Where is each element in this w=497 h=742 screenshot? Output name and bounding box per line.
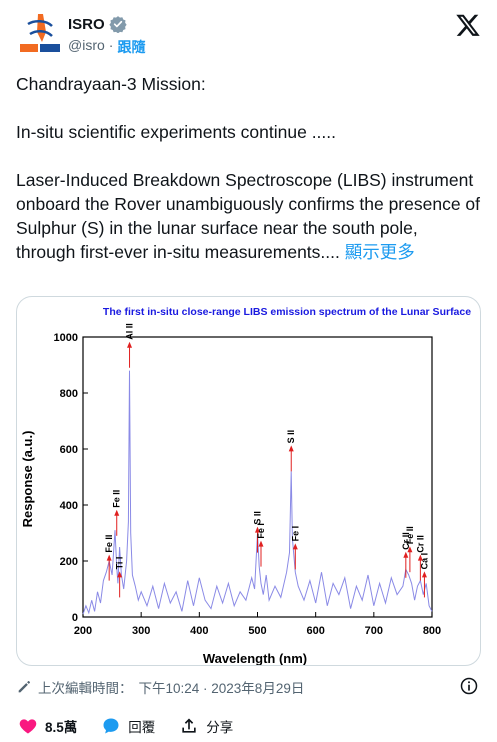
user-name[interactable]: ISRO bbox=[68, 15, 105, 33]
tweet-text: Chandrayaan-3 Mission: In-situ scientifi… bbox=[16, 72, 481, 264]
peak-label: Fe I bbox=[256, 523, 266, 539]
tweet-paragraph: In-situ scientific experiments continue … bbox=[16, 122, 336, 142]
y-axis-label: Response (a.u.) bbox=[20, 431, 35, 528]
peak-arrowhead bbox=[417, 554, 423, 561]
peak-label: Ti I bbox=[115, 557, 125, 570]
peak-arrowhead bbox=[407, 546, 413, 553]
peak-arrowhead bbox=[258, 540, 264, 547]
isro-logo-icon bbox=[16, 10, 64, 58]
edited-label[interactable]: 上次編輯時間： bbox=[38, 681, 133, 696]
y-tick-label: 0 bbox=[72, 612, 78, 624]
peak-arrowhead bbox=[114, 509, 120, 516]
heart-icon bbox=[19, 719, 37, 734]
edit-pencil-icon bbox=[18, 681, 30, 693]
peak-label: Fe II bbox=[104, 535, 114, 553]
reply-button[interactable]: 回覆 bbox=[101, 716, 155, 736]
peak-arrowhead bbox=[403, 551, 409, 558]
tweet-media-chart[interactable]: The first in-situ close-range LIBS emiss… bbox=[16, 296, 481, 666]
show-more-link[interactable]: 顯示更多 bbox=[344, 242, 415, 262]
info-icon[interactable] bbox=[459, 676, 479, 696]
y-tick-label: 800 bbox=[60, 388, 78, 400]
peak-arrowhead bbox=[106, 554, 112, 561]
like-button[interactable]: 8.5萬 bbox=[18, 716, 77, 736]
verified-badge-icon bbox=[109, 16, 127, 33]
libs-spectrum-chart: The first in-situ close-range LIBS emiss… bbox=[20, 306, 471, 665]
peak-arrowhead bbox=[421, 571, 427, 578]
name-row: ISRO bbox=[68, 15, 127, 33]
plot-frame bbox=[82, 336, 433, 618]
peak-label: Fe II bbox=[405, 526, 415, 544]
tweet-paragraph-text: Laser-Induced Breakdown Spectroscope (LI… bbox=[16, 170, 481, 262]
peak-label: S II bbox=[286, 430, 296, 444]
like-count: 8.5萬 bbox=[45, 720, 78, 735]
handle-row: @isro · 跟隨 bbox=[68, 37, 145, 57]
peak-label: Cr II bbox=[401, 532, 411, 550]
chart-title: The first in-situ close-range LIBS emiss… bbox=[103, 306, 471, 318]
peak-arrowhead bbox=[255, 526, 260, 533]
share-label: 分享 bbox=[206, 720, 234, 735]
reply-bubble-icon bbox=[103, 718, 119, 734]
x-tick-label: 500 bbox=[248, 625, 266, 637]
peak-arrowhead bbox=[127, 341, 133, 348]
y-tick-label: 1000 bbox=[54, 332, 78, 344]
peak-label: Fe II bbox=[112, 490, 122, 508]
y-tick-label: 600 bbox=[60, 444, 78, 456]
x-tick-label: 600 bbox=[306, 625, 324, 637]
peak-label: S II bbox=[253, 511, 263, 525]
tweet-actions: 8.5萬 回覆 分享 bbox=[18, 714, 257, 738]
separator: · bbox=[108, 37, 114, 53]
tweet-timestamp[interactable]: 下午10:24 · 2023年8月29日 bbox=[138, 681, 305, 696]
share-button[interactable]: 分享 bbox=[179, 716, 233, 736]
peak-label: Fe I bbox=[290, 526, 300, 542]
reply-label: 回覆 bbox=[128, 720, 156, 735]
x-logo-icon[interactable] bbox=[455, 12, 481, 38]
y-tick-label: 200 bbox=[60, 556, 78, 568]
x-tick-label: 300 bbox=[132, 625, 150, 637]
x-axis-label: Wavelength (nm) bbox=[203, 651, 307, 665]
x-tick-label: 700 bbox=[365, 625, 383, 637]
x-tick-label: 200 bbox=[74, 625, 92, 637]
peak-label: Ca I bbox=[419, 553, 429, 570]
tweet-paragraph-last: Laser-Induced Breakdown Spectroscope (LI… bbox=[16, 168, 481, 264]
spectrum-line bbox=[82, 370, 433, 615]
chart-plot bbox=[82, 370, 433, 615]
share-upload-icon bbox=[182, 718, 196, 733]
follow-button[interactable]: 跟隨 bbox=[117, 39, 146, 55]
x-tick-label: 800 bbox=[423, 625, 441, 637]
peak-label: Al II bbox=[125, 323, 135, 340]
tweet-paragraph: Chandrayaan-3 Mission: bbox=[16, 74, 206, 94]
peak-arrowhead bbox=[117, 571, 123, 578]
peak-arrowhead bbox=[288, 445, 294, 452]
peak-label: Cr II bbox=[415, 535, 425, 553]
y-tick-label: 400 bbox=[60, 500, 78, 512]
tweet-meta: 上次編輯時間： 下午10:24 · 2023年8月29日 bbox=[16, 676, 481, 698]
x-tick-label: 400 bbox=[190, 625, 208, 637]
peak-arrowhead bbox=[292, 543, 298, 550]
tweet-header: ISRO @isro · 跟隨 bbox=[16, 10, 481, 58]
user-handle[interactable]: @isro bbox=[68, 37, 105, 53]
avatar[interactable] bbox=[16, 10, 64, 58]
